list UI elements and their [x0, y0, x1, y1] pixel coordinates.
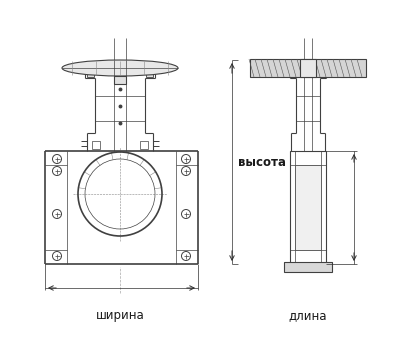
Bar — [250, 59, 366, 77]
Bar — [300, 59, 316, 77]
Text: ширина: ширина — [96, 310, 144, 322]
Bar — [284, 262, 332, 272]
Text: длина: длина — [289, 310, 327, 322]
Bar — [114, 76, 126, 84]
Bar — [146, 70, 153, 77]
Bar — [87, 70, 94, 77]
Bar — [92, 141, 100, 149]
Ellipse shape — [62, 60, 178, 76]
Bar — [290, 151, 326, 264]
Bar — [295, 165, 321, 250]
Bar — [140, 141, 148, 149]
Text: высота: высота — [238, 155, 286, 169]
